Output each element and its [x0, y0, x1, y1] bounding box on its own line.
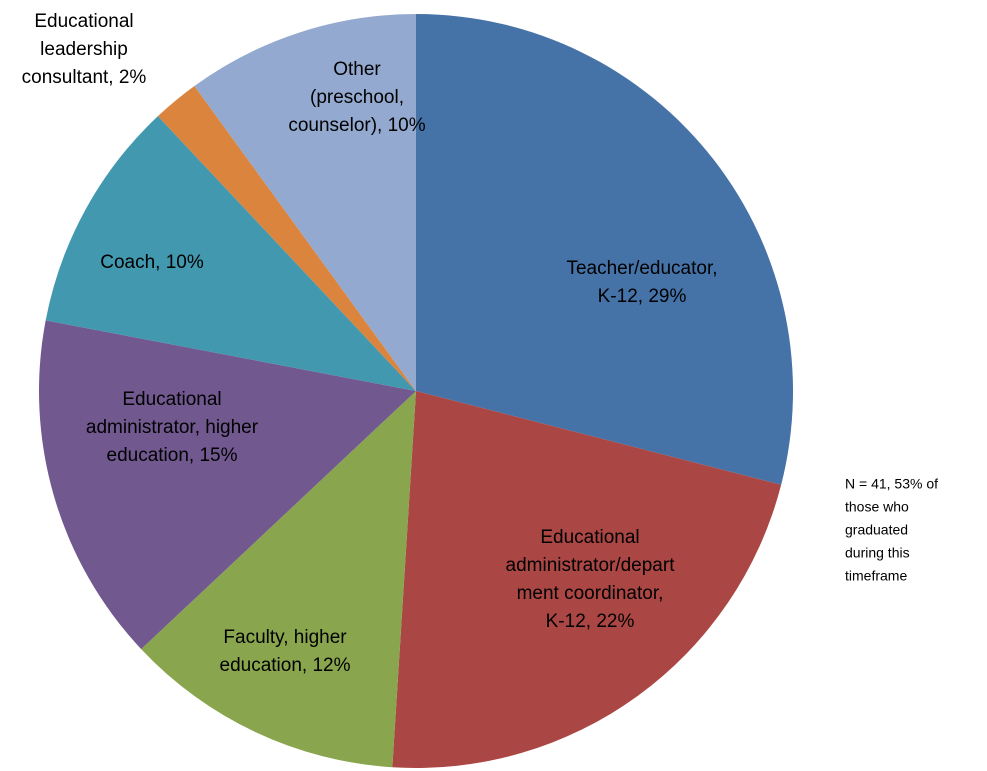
pie-slice — [141, 391, 416, 768]
pie-slice — [45, 116, 417, 391]
slice-label: Educational — [540, 527, 639, 548]
slice-label: Educational — [122, 389, 221, 410]
slice-label: Faculty, higher — [223, 627, 347, 648]
annotation: timeframe — [845, 568, 907, 584]
pie-slice — [416, 14, 793, 485]
annotation: those who — [845, 499, 909, 515]
slice-label: administrator/depart — [506, 555, 676, 576]
slice-label: counselor), 10% — [288, 115, 425, 136]
slice-label: Teacher/educator, — [566, 258, 717, 279]
slice-label: consultant, 2% — [22, 67, 147, 88]
slice-label: ment coordinator, — [517, 583, 664, 604]
pie-slice — [157, 86, 417, 391]
annotation: during this — [845, 545, 910, 561]
slice-label: education, 12% — [220, 655, 351, 676]
annotation: N = 41, 53% of — [845, 476, 938, 492]
pie-slice — [38, 320, 417, 650]
slice-label: Other — [333, 59, 381, 80]
pie-slice — [194, 14, 416, 391]
slice-label: Educational — [34, 11, 133, 32]
slice-label: administrator, higher — [86, 417, 259, 438]
slice-label: Coach, 10% — [100, 252, 204, 273]
slice-label: education, 15% — [107, 445, 238, 466]
slice-label: K-12, 29% — [598, 286, 687, 307]
pie-slice — [392, 391, 782, 768]
slice-label: K-12, 22% — [546, 611, 635, 632]
slice-label: (preschool, — [310, 87, 404, 108]
slice-label: leadership — [40, 39, 128, 60]
annotation: graduated — [845, 522, 908, 538]
